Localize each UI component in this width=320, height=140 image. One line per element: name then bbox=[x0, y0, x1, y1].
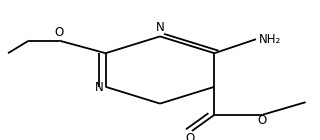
Text: N: N bbox=[156, 21, 164, 34]
Text: O: O bbox=[186, 132, 195, 140]
Text: N: N bbox=[95, 81, 104, 94]
Text: NH₂: NH₂ bbox=[259, 33, 282, 46]
Text: O: O bbox=[258, 114, 267, 127]
Text: O: O bbox=[55, 25, 64, 38]
